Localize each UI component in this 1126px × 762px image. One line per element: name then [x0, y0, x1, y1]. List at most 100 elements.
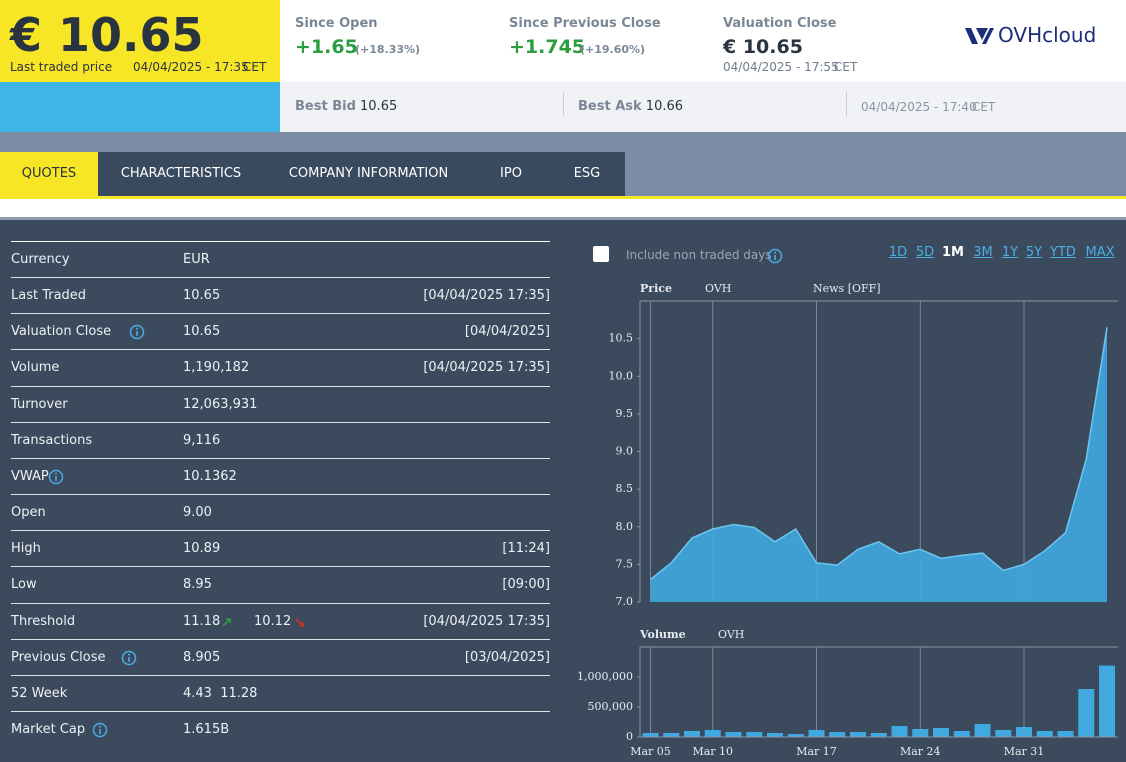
- bar: [1016, 726, 1032, 737]
- stat-value: +1.745: [509, 36, 586, 58]
- best-ask: Best Ask 10.66: [578, 99, 683, 114]
- row-label: Last Traded: [11, 288, 87, 304]
- stat-value: +1.65: [295, 36, 358, 58]
- area: [650, 327, 1107, 602]
- chart-title: Price: [640, 282, 672, 295]
- tab[interactable]: COMPANY INFORMATION: [264, 152, 473, 196]
- row-label: Transactions: [11, 432, 93, 448]
- y-tick-label: 8.5: [616, 482, 634, 495]
- x-tick-label: Mar 24: [900, 745, 941, 758]
- bar: [974, 723, 991, 737]
- row-time: [04/04/2025 17:35]: [423, 613, 550, 629]
- stat-label: Valuation Close: [723, 16, 837, 31]
- stats-box: Since Open +1.65 (+18.33%) Since Previou…: [280, 0, 1126, 82]
- range-button[interactable]: MAX: [1085, 245, 1115, 260]
- down-arrow: [295, 617, 304, 627]
- row-time: [11:24]: [502, 541, 550, 557]
- info-icon[interactable]: [121, 650, 137, 666]
- tab[interactable]: CHARACTERISTICS: [98, 152, 264, 196]
- row-value: 9.00: [183, 505, 212, 521]
- y-tick-label: 9.0: [616, 445, 634, 458]
- range-button[interactable]: 1M: [942, 245, 964, 260]
- last-price: € 10.65: [10, 8, 204, 62]
- row-value: 4.43 11.28: [183, 685, 258, 701]
- range-button[interactable]: 3M: [973, 245, 993, 260]
- bar: [642, 732, 659, 737]
- range-button[interactable]: 1Y: [1001, 245, 1019, 260]
- y-tick-label: 500,000: [588, 700, 634, 713]
- info-icon[interactable]: [92, 722, 108, 738]
- range-button[interactable]: 1D: [888, 245, 908, 260]
- stat-value: € 10.65: [723, 36, 803, 58]
- bar: [1057, 731, 1074, 737]
- table-row: Threshold 11.18 10.12 [04/04/2025 17:35]: [11, 602, 550, 640]
- range-button[interactable]: 5Y: [1025, 245, 1043, 260]
- tab[interactable]: QUOTES: [0, 152, 98, 196]
- bar: [746, 732, 763, 737]
- row-label: Threshold: [11, 613, 76, 629]
- best-bid: Best Bid 10.65: [295, 99, 397, 114]
- y-tick-label: 1,000,000: [577, 670, 633, 683]
- info-icon[interactable]: [767, 248, 783, 264]
- row-label: Market Cap: [11, 721, 86, 737]
- stat-change: (+18.33%): [355, 43, 421, 56]
- y-tick-label: 9.5: [616, 407, 634, 420]
- bar: [870, 732, 887, 737]
- chart: Price OVH News [OFF] 7.0 7.5 8.0 8.5 9.0 9.5 10.0…: [577, 282, 1118, 758]
- row-value: 10.65: [183, 288, 221, 304]
- row-time: [04/04/2025 17:35]: [423, 360, 550, 376]
- bar: [953, 731, 970, 737]
- quote-tz: CET: [972, 100, 996, 114]
- tab[interactable]: IPO: [473, 152, 549, 196]
- ask-label: Best Ask: [578, 99, 642, 114]
- row-value: 10.1362: [183, 468, 237, 484]
- price-box: € 10.65 Last traded price 04/04/2025 - 1…: [0, 0, 280, 82]
- quote-bar: Best Bid 10.65 Best Ask 10.66 04/04/2025…: [280, 82, 1126, 132]
- checkbox[interactable]: [593, 246, 609, 262]
- y-tick-label: 7.0: [616, 595, 634, 608]
- range-button[interactable]: YTD: [1050, 245, 1076, 260]
- price-time: 04/04/2025 - 17:35: [133, 60, 249, 74]
- x-tick-label: Mar 10: [692, 745, 733, 758]
- row-value: 1.615B: [183, 721, 230, 737]
- row-label: VWAP: [11, 468, 49, 484]
- row-value: 8.905: [183, 649, 221, 665]
- y-tick-label: 10.5: [609, 332, 634, 345]
- info-icon[interactable]: [129, 324, 145, 340]
- stat-tz: CET: [834, 60, 858, 74]
- bar: [829, 732, 846, 737]
- tab-underline: [0, 196, 1126, 199]
- info-icon[interactable]: [48, 469, 64, 485]
- row-value: 11.18: [183, 613, 221, 629]
- bid-label: Best Bid: [295, 99, 356, 114]
- table-row: High 10.89 [11:24]: [11, 530, 550, 567]
- line: [650, 327, 1108, 581]
- table-row: Valuation Close 10.65 [04/04/2025]: [11, 313, 550, 350]
- row-label: High: [11, 541, 41, 557]
- up-arrow: [222, 617, 231, 627]
- row-label: 52 Week: [11, 685, 68, 701]
- table-row: VWAP 10.1362: [11, 457, 550, 495]
- quote-time: 04/04/2025 - 17:40: [861, 100, 977, 114]
- separator: [563, 92, 564, 116]
- x-tick-label: Mar 17: [796, 745, 837, 758]
- tab[interactable]: ESG: [549, 152, 625, 196]
- row-label: Previous Close: [11, 649, 106, 665]
- legend-entry: OVH: [705, 282, 731, 295]
- table-row: Previous Close 8.905 [03/04/2025]: [11, 638, 550, 676]
- bar: [704, 729, 721, 737]
- x-tick-label: Mar 31: [1004, 745, 1045, 758]
- row-time: [03/04/2025]: [464, 649, 550, 665]
- stat-time: 04/04/2025 - 17:55: [723, 60, 839, 74]
- stat-label: Since Open: [295, 16, 378, 31]
- row-value: 12,063,931: [183, 396, 258, 412]
- row-time: [04/04/2025]: [464, 324, 550, 340]
- logo-icon: [965, 28, 994, 44]
- row-value: 10.12: [254, 613, 292, 629]
- blue-box: [0, 82, 280, 132]
- spacer: [0, 199, 1126, 217]
- bar: [787, 734, 804, 737]
- range-button[interactable]: 5D: [915, 245, 935, 260]
- logo: OVHcloud: [998, 23, 1097, 47]
- table-row: Turnover 12,063,931: [11, 385, 550, 423]
